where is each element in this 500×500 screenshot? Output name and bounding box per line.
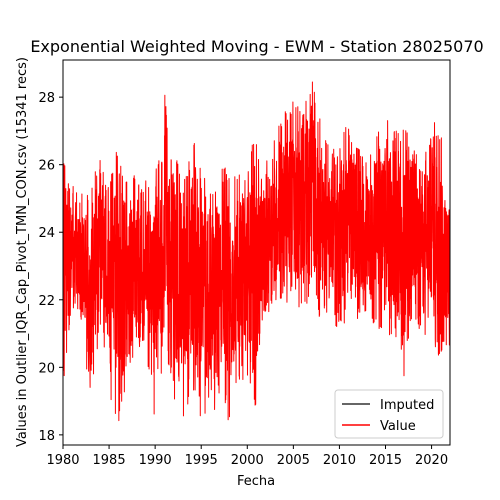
y-axis-label: Values in Outlier_IQR_Cap_Pivot_TMN_CON.… <box>15 57 30 447</box>
chart-title: Exponential Weighted Moving - EWM - Stat… <box>30 37 483 56</box>
legend-label-value: Value <box>380 419 416 434</box>
y-tick-label: 28 <box>38 91 55 106</box>
x-tick-label: 2000 <box>231 453 264 468</box>
x-tick-label: 1980 <box>46 453 79 468</box>
series-line-value <box>62 81 451 422</box>
x-tick-label: 2010 <box>323 453 356 468</box>
y-tick-label: 18 <box>38 429 55 444</box>
legend-box <box>334 389 444 439</box>
y-tick-label: 26 <box>38 159 55 174</box>
x-axis-label: Fecha <box>237 474 275 489</box>
y-axis: 18 20 22 24 26 28 <box>38 91 63 444</box>
legend: Imputed Value <box>334 389 444 439</box>
y-tick-label: 22 <box>38 294 55 309</box>
legend-label-imputed: Imputed <box>380 398 434 413</box>
series-layer <box>62 81 451 422</box>
plot-area <box>62 59 451 446</box>
x-tick-label: 1995 <box>185 453 218 468</box>
y-tick-label: 20 <box>38 361 55 376</box>
y-tick-label: 24 <box>38 226 55 241</box>
x-tick-label: 2020 <box>415 453 448 468</box>
x-tick-label: 1990 <box>139 453 172 468</box>
x-tick-label: 2005 <box>277 453 310 468</box>
x-tick-label: 2015 <box>369 453 402 468</box>
plot-frame <box>62 59 451 446</box>
x-tick-label: 1985 <box>93 453 126 468</box>
x-axis: 1980 1985 1990 1995 2000 2005 2010 2015 2020 <box>46 445 448 468</box>
